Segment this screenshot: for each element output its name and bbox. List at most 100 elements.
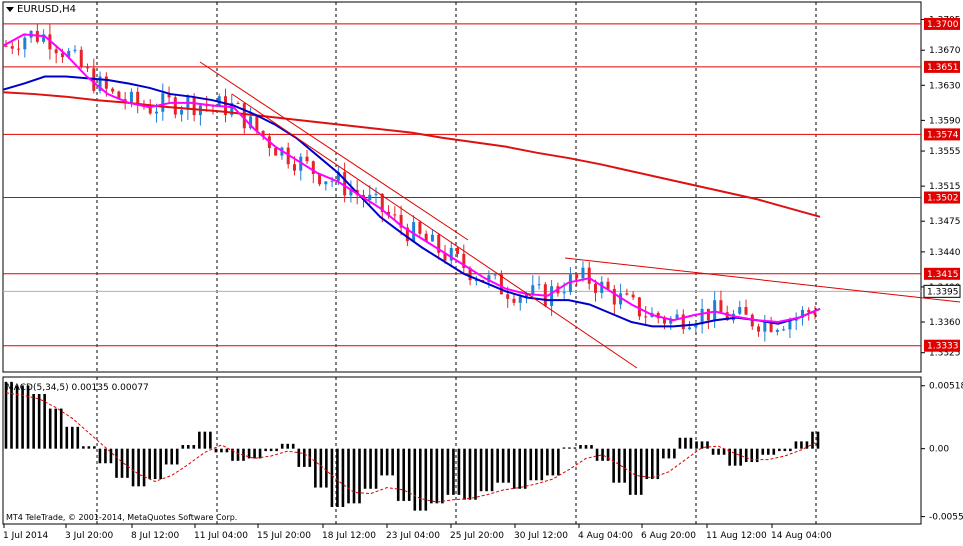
- candle-body: [531, 285, 535, 295]
- macd-histogram-bar: [231, 448, 234, 461]
- macd-histogram-bar: [474, 448, 477, 500]
- trendline-channel-upper: [199, 61, 469, 241]
- macd-histogram-bar: [21, 385, 24, 449]
- macd-histogram-bar: [546, 448, 549, 476]
- macd-histogram-bar: [15, 385, 19, 449]
- macd-histogram-bar: [811, 431, 814, 449]
- candle-body: [606, 281, 610, 289]
- macd-histogram-bar: [104, 448, 107, 464]
- candle-body: [568, 274, 572, 293]
- candle-body: [399, 214, 403, 228]
- macd-histogram-bar: [37, 394, 41, 449]
- macd-histogram-bar: [794, 441, 798, 449]
- candle-body: [506, 294, 510, 299]
- macd-histogram-bar: [98, 448, 102, 464]
- candle-body: [713, 300, 717, 321]
- candle-body: [424, 233, 428, 242]
- candle-body: [587, 267, 591, 284]
- candle-body: [763, 320, 767, 332]
- macd-histogram-bar: [623, 448, 626, 483]
- y-tick-label: 1.3475: [929, 217, 961, 227]
- macd-y-tick-label: -0.00559: [929, 513, 963, 523]
- symbol-title[interactable]: EURUSD,H4: [6, 4, 76, 15]
- macd-histogram-bar: [684, 437, 687, 449]
- level-price-label: 1.3502: [927, 194, 959, 204]
- macd-histogram-bar: [297, 448, 301, 467]
- macd-histogram-bar: [805, 441, 809, 449]
- candle-body: [669, 318, 673, 324]
- candle-body: [111, 88, 115, 92]
- macd-histogram-bar: [706, 441, 709, 449]
- macd-histogram-bar: [115, 448, 118, 478]
- macd-histogram-bar: [220, 448, 223, 453]
- macd-histogram-bar: [82, 446, 85, 449]
- candle-body: [744, 307, 748, 315]
- y-tick-label: 1.3630: [929, 81, 961, 91]
- macd-histogram-bar: [766, 448, 770, 455]
- candle-body: [631, 294, 635, 298]
- candle-body: [550, 286, 554, 306]
- candle-body: [681, 314, 685, 330]
- candle-body: [192, 97, 196, 116]
- macd-histogram-bar: [159, 448, 162, 480]
- candle-body: [155, 111, 159, 114]
- macd-histogram-bar: [700, 441, 704, 449]
- candle-body: [468, 267, 472, 281]
- candle-body: [700, 308, 704, 325]
- macd-histogram-bar: [120, 448, 124, 478]
- candle-body: [380, 193, 384, 212]
- macd-histogram-bar: [496, 448, 499, 483]
- macd-histogram-bar: [175, 448, 179, 465]
- level-price-tag: [924, 339, 960, 352]
- macd-histogram-bar: [48, 408, 52, 449]
- macd-histogram-bar: [557, 448, 560, 476]
- macd-histogram-bar: [164, 448, 168, 465]
- macd-histogram-bar: [247, 448, 251, 459]
- macd-histogram-bar: [192, 445, 196, 449]
- candle-body: [637, 297, 641, 317]
- current-price-label: 1.3395: [927, 287, 959, 297]
- macd-histogram-bar: [170, 448, 174, 465]
- macd-y-tick-label: 0.00518: [929, 382, 963, 392]
- candle-body: [738, 307, 742, 314]
- candle-body: [324, 181, 328, 185]
- price-panel-frame: [2, 1, 922, 373]
- candle-body: [136, 91, 140, 105]
- macd-histogram-bar: [728, 448, 731, 466]
- candle-body: [349, 190, 353, 196]
- macd-histogram-bar: [402, 448, 406, 501]
- x-tick-label: 4 Aug 04:00: [578, 531, 633, 541]
- macd-histogram-bar: [490, 448, 494, 492]
- macd-histogram-bar: [650, 448, 654, 480]
- candle-body: [412, 222, 416, 242]
- macd-histogram-bar: [507, 448, 510, 483]
- candle-body: [60, 53, 64, 58]
- candle-body: [449, 247, 453, 261]
- macd-histogram-bar: [286, 443, 290, 449]
- candle-body: [17, 48, 21, 50]
- ma-mid-line: [2, 75, 821, 328]
- macd-histogram-bar: [76, 426, 80, 449]
- candle-body: [706, 308, 710, 321]
- macd-histogram-bar: [264, 448, 267, 452]
- candle-body: [644, 316, 648, 318]
- ma-fast-line: [2, 33, 821, 324]
- level-price-label: 1.3574: [927, 130, 959, 140]
- macd-histogram-bar: [744, 448, 748, 463]
- level-price-tag: [924, 267, 960, 280]
- candle-body: [161, 93, 165, 112]
- macd-histogram-bar: [457, 448, 461, 495]
- candle-body: [67, 50, 71, 58]
- macd-histogram-bar: [579, 445, 582, 449]
- y-tick-label: 1.3555: [929, 147, 961, 157]
- macd-histogram-bar: [374, 448, 378, 489]
- ma-slow-line: [2, 91, 821, 218]
- x-tick-label: 14 Aug 04:00: [771, 531, 832, 541]
- candle-body: [387, 211, 391, 215]
- macd-histogram-bar: [485, 448, 488, 492]
- macd-histogram-bar: [413, 448, 417, 511]
- candle-body: [98, 76, 102, 91]
- macd-histogram-bar: [59, 408, 63, 449]
